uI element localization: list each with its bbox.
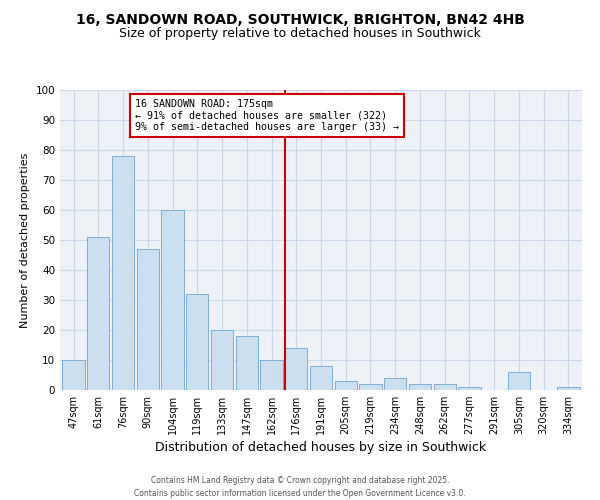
Text: Contains HM Land Registry data © Crown copyright and database right 2025.: Contains HM Land Registry data © Crown c… (151, 476, 449, 485)
Bar (434, 384, 456, 390)
X-axis label: Distribution of detached houses by size in Southwick: Distribution of detached houses by size … (155, 442, 487, 454)
Bar (137, 249, 159, 390)
Y-axis label: Number of detached properties: Number of detached properties (20, 152, 30, 328)
Bar (161, 210, 184, 390)
Bar (409, 384, 431, 390)
Bar (62, 360, 85, 390)
Bar (285, 348, 307, 390)
Bar (211, 330, 233, 390)
Bar (508, 372, 530, 390)
Text: 16, SANDOWN ROAD, SOUTHWICK, BRIGHTON, BN42 4HB: 16, SANDOWN ROAD, SOUTHWICK, BRIGHTON, B… (76, 12, 524, 26)
Text: Size of property relative to detached houses in Southwick: Size of property relative to detached ho… (119, 28, 481, 40)
Bar (384, 378, 406, 390)
Bar (236, 336, 258, 390)
Bar (112, 156, 134, 390)
Bar (186, 294, 208, 390)
Bar (359, 384, 382, 390)
Bar (458, 387, 481, 390)
Bar (335, 381, 357, 390)
Bar (87, 237, 109, 390)
Text: Contains public sector information licensed under the Open Government Licence v3: Contains public sector information licen… (134, 489, 466, 498)
Bar (260, 360, 283, 390)
Text: 16 SANDOWN ROAD: 175sqm
← 91% of detached houses are smaller (322)
9% of semi-de: 16 SANDOWN ROAD: 175sqm ← 91% of detache… (136, 99, 400, 132)
Bar (310, 366, 332, 390)
Bar (557, 387, 580, 390)
